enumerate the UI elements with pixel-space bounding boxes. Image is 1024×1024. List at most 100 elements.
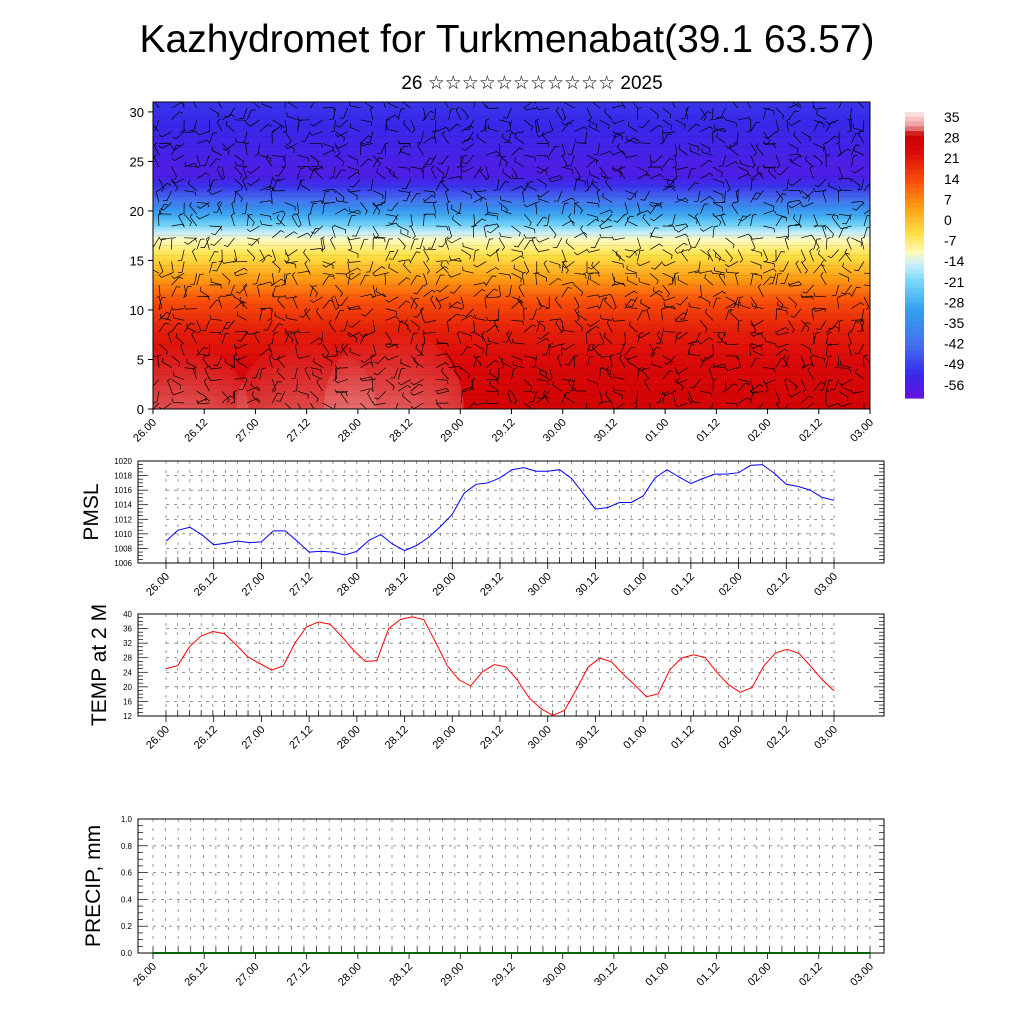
wind-barb [763, 225, 775, 233]
wind-barb [700, 296, 711, 307]
wind-barb [153, 402, 160, 409]
y-tick-label: 20 [130, 204, 144, 219]
wind-barb [410, 332, 418, 345]
wind-barb [503, 107, 512, 119]
wind-barb [192, 102, 198, 109]
wind-barb [385, 114, 399, 121]
wind-barb [602, 192, 613, 203]
wind-barb [413, 357, 424, 368]
wind-barb [246, 330, 260, 335]
wind-barb [315, 307, 323, 321]
wind-barb [708, 366, 714, 380]
wind-barb [486, 150, 500, 156]
wind-barb [334, 402, 336, 409]
wind-barb [731, 201, 739, 215]
wind-barb [460, 331, 472, 340]
x-tick-label: 29.00 [430, 724, 458, 752]
x-tick-label: 02.12 [764, 724, 792, 752]
wind-barb [335, 154, 345, 166]
wind-barb [606, 319, 613, 333]
wind-barb [388, 168, 399, 180]
wind-barb [800, 379, 807, 393]
wind-barb [210, 237, 223, 246]
wind-barb [838, 402, 852, 408]
y-tick-label: 40 [123, 610, 132, 619]
wind-barb [437, 154, 449, 165]
wind-barb [385, 379, 395, 391]
wind-barb [153, 355, 160, 358]
wind-barb [574, 284, 584, 297]
wind-barb [787, 201, 792, 215]
wind-barb [153, 269, 160, 274]
wind-barb [708, 107, 714, 121]
wind-barb [599, 166, 607, 180]
wind-barb [813, 381, 825, 392]
wind-barb [775, 331, 789, 336]
wind-barb [347, 188, 361, 193]
colorbar-segment [905, 297, 924, 304]
wind-barb [360, 202, 368, 215]
wind-barb [171, 178, 179, 192]
wind-barb [448, 108, 455, 120]
wind-barb [750, 121, 761, 132]
wind-barb [171, 166, 178, 180]
y-tick-label: 1018 [114, 472, 132, 481]
wind-barb [245, 141, 250, 156]
wind-barb [605, 390, 613, 404]
wind-barb [451, 204, 462, 215]
wind-barb [561, 119, 575, 126]
wind-barb [410, 238, 419, 250]
x-tick-label: 30.00 [541, 417, 569, 445]
wind-barb [467, 402, 474, 409]
wind-barb [517, 296, 525, 309]
x-tick-label: 29.00 [438, 961, 466, 989]
wind-barb [568, 378, 575, 392]
wind-barb [750, 178, 757, 191]
wind-barb [813, 119, 825, 128]
wind-barb [610, 354, 614, 368]
wind-barb [574, 308, 580, 322]
wind-barb [153, 119, 160, 131]
wind-barb [351, 225, 361, 237]
wind-barb [838, 166, 843, 181]
wind-barb [196, 202, 210, 209]
wind-barb [828, 182, 839, 191]
wind-barb [662, 225, 676, 231]
wind-barb [678, 144, 689, 156]
wind-barb [704, 308, 714, 321]
wind-barb [473, 249, 480, 262]
wind-barb [201, 155, 210, 166]
wind-barb [498, 155, 507, 168]
wind-barb [372, 293, 387, 298]
wind-barb [486, 208, 499, 215]
wind-barb [650, 232, 663, 239]
wind-barb [612, 390, 623, 400]
colorbar-label: 21 [944, 150, 960, 166]
wind-barb [374, 390, 386, 400]
wind-barb [737, 233, 752, 239]
x-tick-label: 27.12 [285, 961, 313, 989]
wind-barb [791, 102, 802, 109]
wind-barb [347, 305, 361, 310]
wind-barb [196, 238, 205, 250]
wind-barb [604, 296, 613, 309]
wind-barb [397, 145, 409, 156]
wind-barb [838, 178, 852, 183]
wind-barb [725, 249, 733, 262]
wind-barb [529, 308, 538, 320]
wind-barb [196, 172, 210, 180]
wind-barb [211, 225, 223, 236]
wind-barb [223, 237, 235, 247]
wind-barb [809, 248, 814, 262]
wind-barb [863, 402, 865, 409]
wind-barb [767, 166, 777, 180]
wind-barb [271, 355, 286, 361]
wind-barb [851, 155, 858, 168]
wind-barb [224, 358, 235, 368]
wind-barb [649, 343, 656, 358]
wind-barb [511, 249, 524, 256]
wind-barb [156, 284, 161, 299]
warm-cell [323, 329, 464, 409]
wind-barb [171, 154, 185, 162]
wind-barb [423, 261, 430, 275]
